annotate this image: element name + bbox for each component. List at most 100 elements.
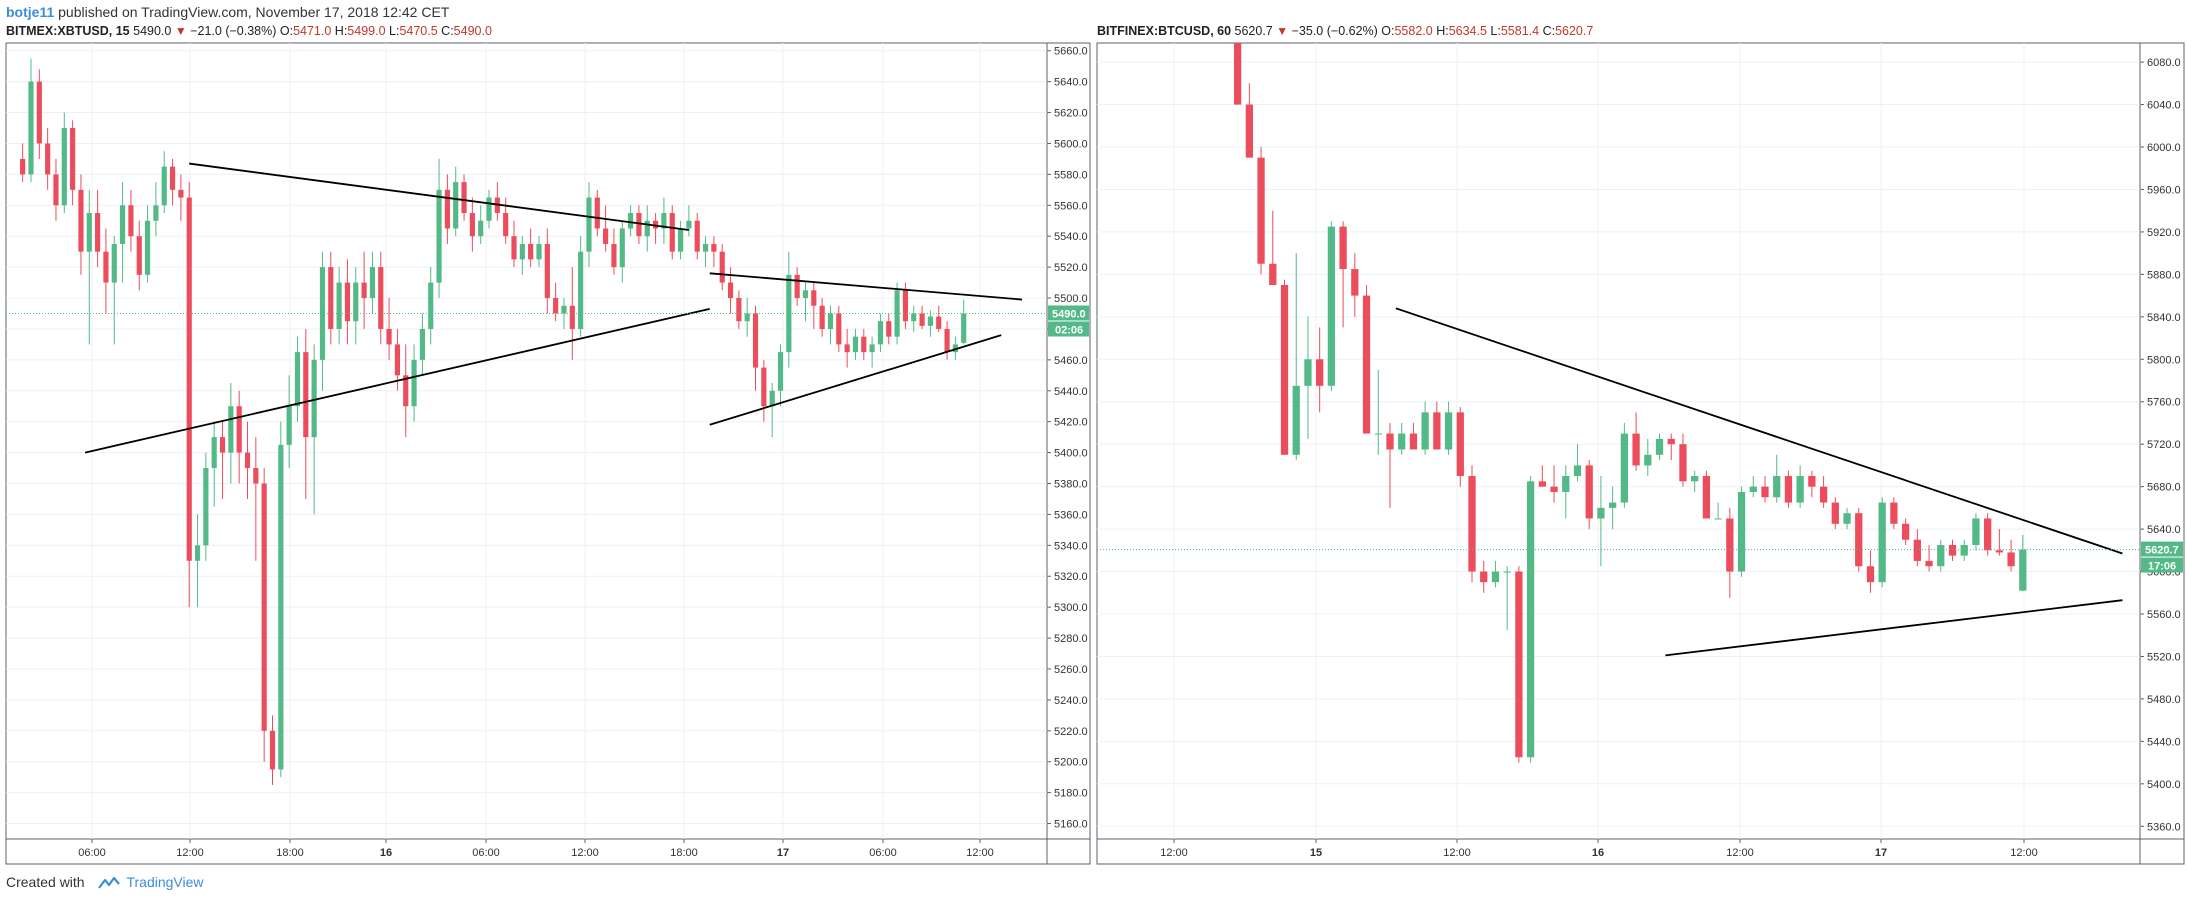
price-badge: 5620.7 [2145,545,2179,557]
y-tick-label: 5920.0 [2147,227,2181,239]
x-tick-label: 12:00 [1726,847,1754,859]
author-username[interactable]: botje11 [6,4,55,20]
high-label: H: [334,24,348,38]
candle-up [536,243,542,260]
x-tick-label: 12:00 [1443,847,1471,859]
low-value: 5470.5 [399,24,438,38]
low-value: 5581.4 [1500,24,1540,38]
candle-down [1784,476,1793,503]
candle-up [927,316,933,326]
price-change: −35.0 (−0.62%) [1291,24,1378,38]
candle-down [169,166,176,190]
right-candlestick-chart[interactable]: 5360.0 5400.0 5440.0 5480.0 5520.0 5560.0 5600… [0,0,2187,870]
right-chart-title: BITFINEX:BTCUSD, 60 5620.7 ▼ −35.0 (−0.6… [1097,21,1593,41]
candle-up [353,282,359,322]
x-tick-label: 06:00 [472,847,500,859]
low-label: L: [1490,24,1501,38]
y-tick-label: 5600.0 [1054,138,1088,150]
candle-down [1808,476,1816,487]
candle-up [628,213,634,229]
tradingview-brand-link[interactable]: TradingView [126,874,204,890]
candle-down [344,282,351,322]
candle-down [1433,412,1441,450]
y-tick-label: 5840.0 [2147,312,2181,324]
y-tick-label: 5560.0 [1054,200,1088,212]
x-tick-label: 06:00 [869,847,897,859]
candle-down [219,437,226,453]
candle-down [1913,539,1921,561]
candle-up [1691,476,1699,482]
y-tick-label: 5200.0 [1054,757,1088,769]
close-label: C: [1542,24,1556,38]
candle-up [802,290,809,299]
candle-down [1550,486,1558,492]
candle-up [786,274,792,353]
candle-down [836,313,842,345]
footer: Created with TradingView [6,872,204,895]
x-tick-label: 12:00 [2010,847,2038,859]
candle-up [619,228,625,268]
candle-up [436,189,442,283]
open-label: O: [279,24,294,38]
candle-up [911,313,917,322]
y-tick-label: 5520.0 [1054,262,1088,274]
candle-up [1714,518,1722,520]
publish-info: published on TradingView.com, November 1… [54,4,450,20]
x-tick-label: 15 [1310,847,1322,859]
candle-up [1737,491,1746,572]
x-tick-label: 18:00 [670,847,698,859]
candle-down [2007,552,2015,567]
candle-up [869,344,875,353]
candle-down [36,81,42,144]
candle-down [669,213,675,252]
y-tick-label: 5160.0 [1054,819,1088,831]
candle-up [877,321,884,345]
candle-down [45,143,51,175]
y-tick-label: 5180.0 [1054,788,1088,800]
candle-down [1831,502,1839,524]
candle-down [78,189,84,252]
candle-down [1245,104,1253,158]
candle-up [411,359,417,407]
candle-down [469,213,475,237]
candle-down [261,483,267,731]
open-value: 5582.0 [1394,24,1433,38]
candle-down [403,375,409,407]
y-tick-label: 5440.0 [2147,736,2181,748]
x-tick-label: 17 [1875,847,1887,859]
candle-down [503,213,509,237]
candle-up [1573,465,1582,477]
candle-up [644,220,650,237]
trendline [1665,599,2123,657]
candle-up [1304,359,1312,386]
candle-down [53,174,59,206]
candle-down [1280,284,1289,455]
candle-down [1667,438,1675,445]
candle-up [153,205,159,221]
y-tick-label: 6040.0 [2147,100,2181,112]
y-tick-label: 5540.0 [1054,231,1088,243]
candle-down [1890,502,1898,524]
candle-up [1960,545,1968,556]
candle-down [594,197,600,229]
candle-up [111,243,117,283]
y-tick-label: 5300.0 [1054,602,1088,614]
candle-up [1597,507,1605,519]
y-tick-label: 5760.0 [2147,397,2181,409]
left-candlestick-chart[interactable]: 5160.0 5180.0 5200.0 5220.0 5240.0 5260.0 5280… [0,0,1092,870]
candle-down [1233,43,1242,105]
candle-down [1679,444,1687,482]
candle-down [611,243,617,268]
candle-down [461,182,467,214]
candle-up [519,243,525,260]
last-price: 5490.0 [133,24,172,38]
high-value: 5499.0 [347,24,386,38]
candle-down [1632,433,1640,466]
y-tick-label: 6000.0 [2147,142,2181,154]
y-tick-label: 5800.0 [2147,354,2181,366]
candle-down [1362,295,1371,434]
candle-up [211,437,217,469]
y-tick-label: 5500.0 [1054,293,1088,305]
candle-up [478,220,484,237]
y-tick-label: 5460.0 [1054,355,1088,367]
